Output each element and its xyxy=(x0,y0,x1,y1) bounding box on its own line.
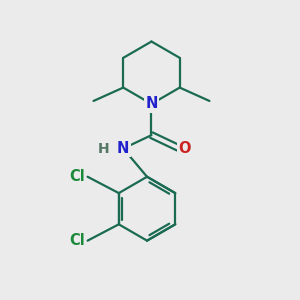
Text: H: H xyxy=(98,142,110,155)
Text: N: N xyxy=(117,141,129,156)
Text: O: O xyxy=(178,141,190,156)
Text: Cl: Cl xyxy=(69,233,85,248)
Text: Cl: Cl xyxy=(69,169,85,184)
Text: N: N xyxy=(145,96,158,111)
